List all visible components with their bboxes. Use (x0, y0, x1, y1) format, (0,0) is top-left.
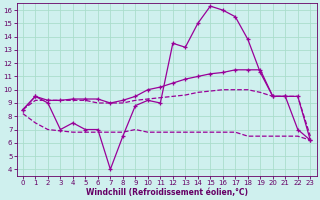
X-axis label: Windchill (Refroidissement éolien,°C): Windchill (Refroidissement éolien,°C) (85, 188, 248, 197)
